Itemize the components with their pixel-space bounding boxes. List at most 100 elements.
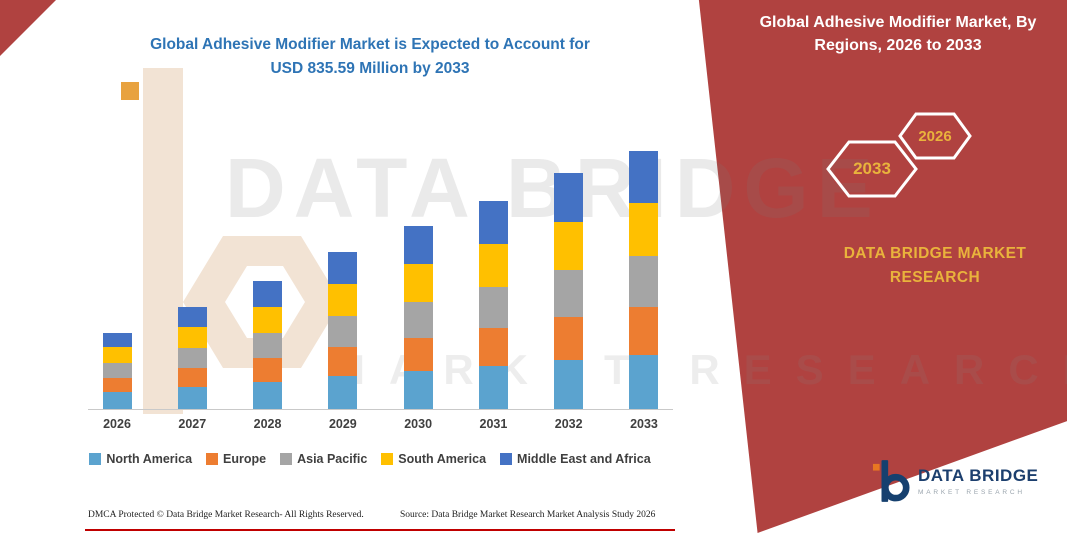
bar-segment-europe xyxy=(554,317,584,360)
bar-column-2026 xyxy=(100,333,134,409)
x-axis-label-2030: 2030 xyxy=(404,417,433,431)
legend-swatch-asia-pacific xyxy=(280,453,293,465)
legend-swatch-south-america xyxy=(381,453,394,465)
bar-stack xyxy=(629,151,659,409)
bar-segment-europe xyxy=(629,307,659,355)
bar-stack xyxy=(328,252,358,409)
beige-b-icon xyxy=(121,68,341,414)
bar-column-2030 xyxy=(401,226,435,409)
side-panel-title: Global Adhesive Modifier Market, By Regi… xyxy=(738,11,1058,57)
bottom-red-line xyxy=(85,529,675,531)
x-axis-label-2031: 2031 xyxy=(479,417,508,431)
bar-segment-asia-pacific xyxy=(253,333,283,358)
bar-segment-asia-pacific xyxy=(177,348,207,368)
logo-subtext: MARKET RESEARCH xyxy=(918,489,1025,496)
legend-item-middle-east-and-africa: Middle East and Africa xyxy=(500,452,651,466)
logo-texts: DATA BRIDGE MARKET RESEARCH xyxy=(918,466,1038,496)
bar-segment-europe xyxy=(328,347,358,376)
bar-column-2032 xyxy=(552,173,586,409)
bar-stack xyxy=(253,281,283,409)
legend-label-north-america: North America xyxy=(106,452,193,466)
bar-segment-asia-pacific xyxy=(403,302,433,338)
bar-segment-south-america xyxy=(253,307,283,333)
legend-item-south-america: South America xyxy=(381,452,486,466)
bar-segment-south-america xyxy=(403,264,433,302)
legend-item-europe: Europe xyxy=(206,452,266,466)
hexagon-year-2033: 2033 xyxy=(853,159,891,178)
chart-title-line1: Global Adhesive Modifier Market is Expec… xyxy=(150,36,590,53)
bar-segment-north-america xyxy=(629,355,659,409)
bar-column-2031 xyxy=(476,201,510,409)
bar-segment-europe xyxy=(478,328,508,366)
bar-segment-middle-east-and-africa xyxy=(629,151,659,203)
x-axis-label-2028: 2028 xyxy=(253,417,282,431)
bar-column-2028 xyxy=(251,281,285,409)
bar-segment-north-america xyxy=(478,366,508,409)
chart-title-line2: USD 835.59 Million by 2033 xyxy=(270,60,470,78)
footer-dmca-text: DMCA Protected © Data Bridge Market Rese… xyxy=(88,510,364,520)
legend-item-north-america: North America xyxy=(89,452,192,466)
bar-segment-north-america xyxy=(403,371,433,409)
hexagon-outline-icon xyxy=(826,140,918,198)
bar-segment-middle-east-and-africa xyxy=(102,333,132,347)
side-panel-title-line2: Regions, 2026 to 2033 xyxy=(814,37,982,55)
bar-segment-europe xyxy=(102,378,132,392)
legend-swatch-middle-east-and-africa xyxy=(500,453,513,465)
bar-column-2033 xyxy=(627,151,661,409)
bar-segment-south-america xyxy=(328,284,358,316)
brand-text-line2: RESEARCH xyxy=(889,269,981,287)
legend-label-south-america: South America xyxy=(398,452,487,466)
logo-name: DATA BRIDGE xyxy=(918,466,1039,485)
bar-segment-south-america xyxy=(629,203,659,256)
hexagon-outline-icon xyxy=(898,112,972,160)
x-axis-label-2027: 2027 xyxy=(178,417,207,431)
bar-segment-middle-east-and-africa xyxy=(177,307,207,327)
legend-label-middle-east-and-africa: Middle East and Africa xyxy=(517,452,651,466)
stacked-bar-chart: 2026 2027 2028 2029 2030 2031 2032 2033 xyxy=(88,114,673,431)
bar-stack xyxy=(554,173,584,409)
x-axis-label-2032: 2032 xyxy=(554,417,583,431)
bar-segment-middle-east-and-africa xyxy=(403,226,433,264)
watermark-text-line2: MARKET RESEARCH xyxy=(330,346,1067,393)
bar-segment-north-america xyxy=(102,392,132,409)
hexagon-year-2026: 2026 xyxy=(918,127,952,145)
x-axis-label-2033: 2033 xyxy=(630,417,658,431)
bar-segment-north-america xyxy=(554,360,584,409)
beige-logo-watermark xyxy=(85,52,345,427)
data-bridge-b-icon xyxy=(872,460,910,502)
x-axis-labels: 2026 2027 2028 2029 2030 2031 2032 2033 xyxy=(88,417,673,431)
bar-segment-south-america xyxy=(554,222,584,270)
bar-segment-north-america xyxy=(328,376,358,409)
bar-segment-south-america xyxy=(102,347,132,363)
bar-stack xyxy=(478,201,508,409)
bar-segment-asia-pacific xyxy=(554,270,584,317)
bar-stack xyxy=(177,307,207,409)
bar-stack xyxy=(102,333,132,409)
bar-segment-asia-pacific xyxy=(328,316,358,347)
bar-column-2027 xyxy=(175,307,209,409)
bar-segment-europe xyxy=(253,358,283,382)
bar-segment-south-america xyxy=(177,327,207,348)
footer-source-text: Source: Data Bridge Market Research Mark… xyxy=(400,510,656,520)
legend-label-asia-pacific: Asia Pacific xyxy=(297,452,368,466)
watermark-text-line1: DATA BRIDGE xyxy=(225,141,881,235)
bar-segment-asia-pacific xyxy=(629,256,659,307)
legend-swatch-europe xyxy=(206,453,219,465)
hexagon-badge-2026: 2026 xyxy=(898,112,972,160)
bar-segment-europe xyxy=(177,368,207,387)
legend-label-europe: Europe xyxy=(223,452,267,466)
bars-row xyxy=(88,114,673,410)
bar-stack xyxy=(403,226,433,409)
corner-triangle-decoration xyxy=(0,0,56,56)
bar-segment-north-america xyxy=(177,387,207,409)
x-axis-label-2026: 2026 xyxy=(103,417,131,431)
bar-segment-north-america xyxy=(253,382,283,409)
bar-segment-middle-east-and-africa xyxy=(328,252,358,284)
bar-segment-europe xyxy=(403,338,433,371)
bar-segment-middle-east-and-africa xyxy=(554,173,584,222)
bar-segment-south-america xyxy=(478,244,508,287)
chart-title: Global Adhesive Modifier Market is Expec… xyxy=(85,33,655,81)
x-axis-label-2029: 2029 xyxy=(328,417,357,431)
bar-segment-asia-pacific xyxy=(478,287,508,328)
